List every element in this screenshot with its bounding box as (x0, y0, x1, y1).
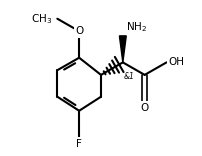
Text: CH$_3$: CH$_3$ (32, 12, 53, 26)
Text: OH: OH (168, 57, 184, 67)
Text: O: O (141, 103, 149, 113)
Polygon shape (119, 36, 126, 62)
Text: &1: &1 (124, 72, 135, 81)
Text: F: F (76, 139, 82, 149)
Text: O: O (75, 26, 83, 36)
Text: NH$_2$: NH$_2$ (126, 21, 147, 34)
